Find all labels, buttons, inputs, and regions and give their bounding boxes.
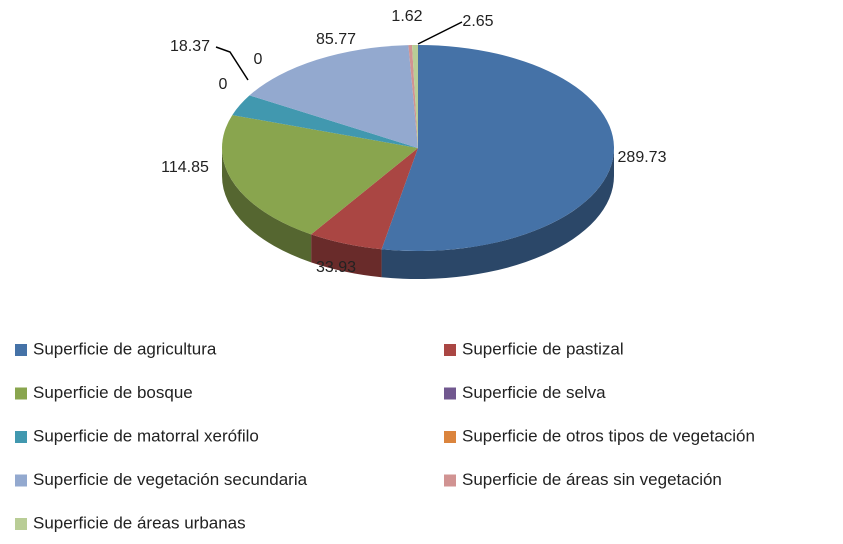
pie-side — [381, 148, 614, 279]
legend: Superficie de agricultura Superficie de p… — [15, 339, 755, 532]
legend-label: Superficie de otros tipos de vegetación — [462, 426, 755, 445]
legend-label: Superficie de matorral xerófilo — [33, 426, 259, 445]
data-label: 2.65 — [462, 13, 493, 30]
legend-swatch — [15, 344, 27, 356]
legend-swatch — [15, 518, 27, 530]
data-label: 85.77 — [316, 31, 356, 48]
legend-swatch — [15, 474, 27, 487]
legend-label: Superficie de vegetación secundaria — [33, 470, 308, 489]
pie-slice — [232, 95, 418, 148]
legend-swatch — [444, 344, 456, 356]
pie-slice — [412, 45, 418, 148]
pie-slice — [311, 148, 418, 250]
legend-swatch — [15, 431, 27, 443]
legend-label: Superficie de agricultura — [33, 339, 217, 358]
data-label: 33.93 — [316, 259, 356, 276]
legend-label: Superficie de bosque — [33, 383, 193, 402]
pie-slice — [221, 115, 418, 235]
data-labels: 289.73 33.93 114.85 0 18.37 0 85.77 1.62 2.65 — [161, 8, 666, 276]
data-label: 114.85 — [161, 159, 209, 176]
legend-swatch — [444, 387, 456, 400]
pie-side — [311, 234, 382, 278]
leader-line — [417, 21, 463, 45]
legend-swatch — [15, 387, 27, 400]
pie-slice — [249, 45, 418, 149]
pie-side — [222, 148, 312, 263]
data-label: 0 — [254, 51, 263, 68]
pie-sides — [222, 148, 614, 279]
pie-tops — [221, 45, 615, 251]
data-label: 289.73 — [618, 149, 667, 166]
legend-swatch — [444, 431, 456, 443]
legend-label: Superficie de selva — [462, 383, 606, 402]
legend-label: Superficie de áreas urbanas — [33, 513, 246, 532]
data-label: 0 — [219, 76, 228, 93]
leader-line — [215, 46, 249, 81]
legend-label: Superficie de pastizal — [462, 339, 624, 358]
legend-label: Superficie de áreas sin vegetación — [462, 470, 722, 489]
pie-slice — [381, 45, 615, 251]
legend-swatch — [444, 474, 456, 487]
data-label: 1.62 — [391, 8, 422, 25]
data-label: 18.37 — [170, 38, 210, 55]
pie-slice — [408, 45, 418, 148]
